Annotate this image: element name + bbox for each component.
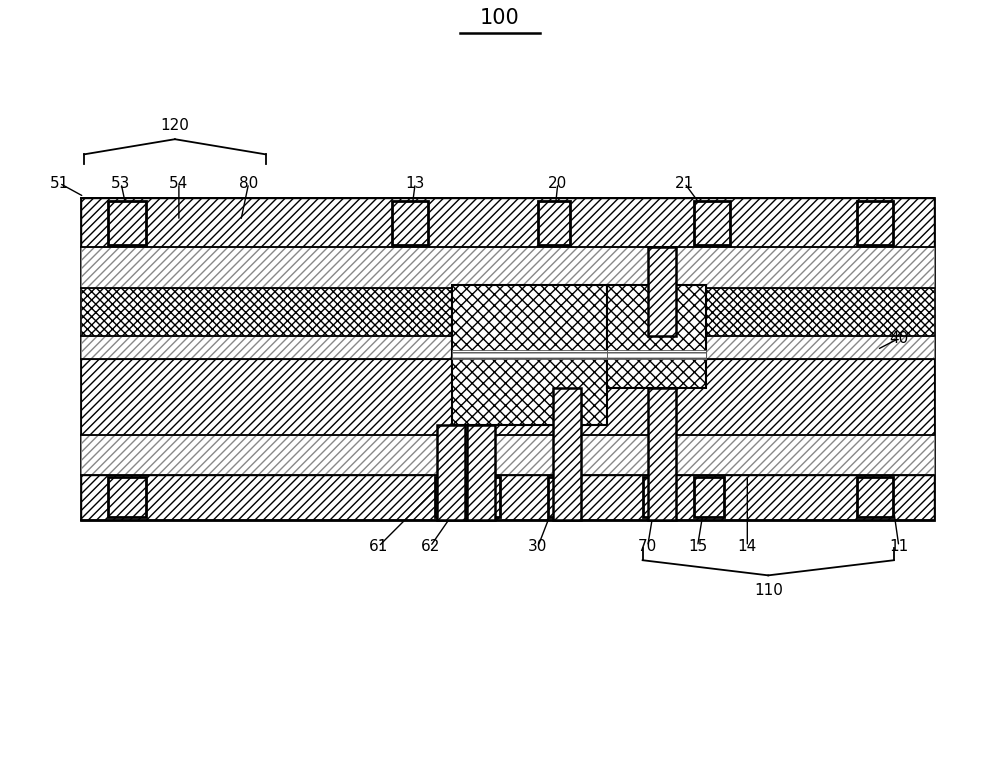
Bar	[648, 388, 676, 520]
Bar	[538, 201, 570, 245]
Bar	[607, 285, 706, 388]
Bar	[81, 435, 934, 475]
Bar	[108, 201, 146, 245]
Text: 120: 120	[160, 118, 189, 133]
Bar	[108, 477, 146, 518]
Bar	[435, 477, 465, 518]
Bar	[392, 201, 428, 245]
Bar	[437, 426, 465, 520]
Bar	[694, 477, 724, 518]
Text: 51: 51	[50, 176, 69, 191]
Text: 30: 30	[528, 539, 548, 554]
Text: 15: 15	[688, 539, 707, 554]
Text: 11: 11	[889, 539, 909, 554]
Bar	[857, 201, 893, 245]
Bar	[548, 477, 578, 518]
Bar	[643, 477, 673, 518]
Text: 70: 70	[638, 539, 657, 554]
Text: 53: 53	[111, 176, 131, 191]
Text: 21: 21	[675, 176, 694, 191]
Bar	[607, 350, 706, 359]
Text: 100: 100	[480, 8, 520, 28]
Bar	[81, 287, 934, 336]
Bar	[81, 198, 934, 520]
Bar	[857, 477, 893, 518]
Bar	[467, 426, 495, 520]
Bar	[648, 248, 676, 336]
Bar	[452, 285, 607, 426]
Bar	[694, 201, 730, 245]
Text: 20: 20	[548, 176, 567, 191]
Bar	[81, 475, 934, 520]
Text: 14: 14	[738, 539, 757, 554]
Bar	[81, 248, 934, 287]
Text: 13: 13	[406, 176, 425, 191]
Text: 40: 40	[889, 331, 909, 346]
Text: 61: 61	[369, 539, 388, 554]
Text: 110: 110	[754, 583, 783, 598]
Bar	[470, 477, 500, 518]
Bar	[81, 336, 934, 359]
Bar	[452, 350, 607, 359]
Text: 62: 62	[421, 539, 440, 554]
Text: 54: 54	[169, 176, 189, 191]
Text: 80: 80	[239, 176, 258, 191]
Bar	[81, 359, 934, 435]
Bar	[553, 388, 581, 520]
Bar	[81, 198, 934, 248]
